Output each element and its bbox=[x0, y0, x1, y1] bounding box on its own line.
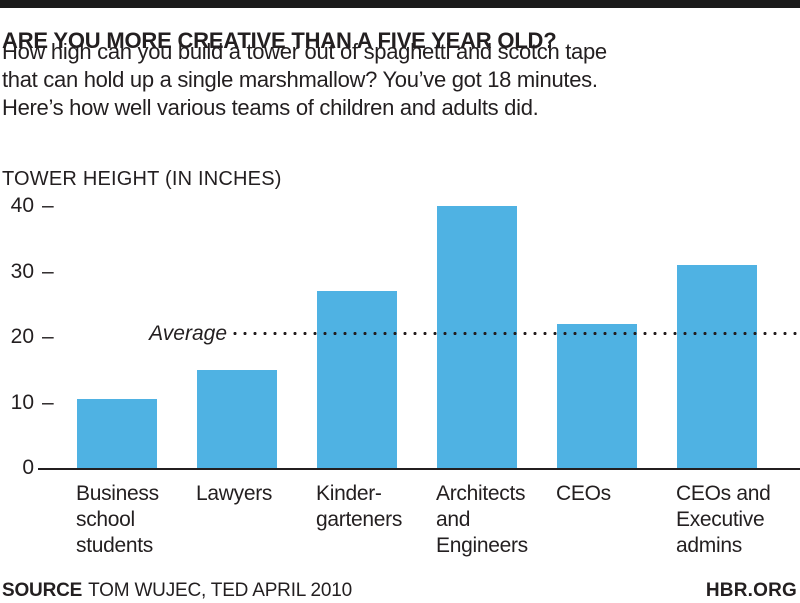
y-tick-0: 0– bbox=[0, 455, 54, 481]
chart-subtitle: How high can you build a tower out of sp… bbox=[2, 38, 607, 122]
x-label-line: students bbox=[76, 534, 153, 557]
source-text: TOM WUJEC, TED APRIL 2010 bbox=[88, 580, 352, 601]
x-label-line: admins bbox=[676, 534, 742, 557]
y-tick-mark: – bbox=[42, 391, 54, 414]
x-label: CEOs bbox=[556, 481, 672, 507]
x-label-line: CEOs bbox=[556, 482, 611, 505]
x-label: Business school students bbox=[76, 481, 192, 559]
x-label-line: garteners bbox=[316, 508, 403, 531]
y-tick-mark: – bbox=[42, 194, 54, 217]
y-tick-label: 40 bbox=[10, 194, 34, 217]
subtitle-line: Here’s how well various teams of childre… bbox=[2, 95, 539, 120]
y-tick-mark: – bbox=[42, 260, 54, 283]
y-tick-mark: – bbox=[42, 325, 54, 348]
y-tick-label: 20 bbox=[10, 325, 34, 348]
y-tick-10: 10– bbox=[0, 390, 54, 416]
x-label-line: Architects bbox=[436, 482, 526, 505]
x-axis-line bbox=[38, 468, 800, 470]
bar-5 bbox=[677, 265, 757, 468]
bar-2 bbox=[317, 291, 397, 468]
x-label-line: Lawyers bbox=[196, 482, 273, 505]
x-label: Lawyers bbox=[196, 481, 312, 507]
bar-3 bbox=[437, 206, 517, 468]
x-label-line: Executive bbox=[676, 508, 765, 531]
x-label-line: CEOs and bbox=[676, 482, 771, 505]
y-tick-label: 0 bbox=[22, 456, 34, 479]
x-label-line: school bbox=[76, 508, 135, 531]
source-credit: SOURCE TOM WUJEC, TED APRIL 2010 bbox=[2, 580, 352, 602]
x-label: Architects and Engineers bbox=[436, 481, 552, 559]
y-tick-label: 30 bbox=[10, 260, 34, 283]
x-label-line: Business bbox=[76, 482, 159, 505]
bar-1 bbox=[197, 370, 277, 468]
x-label-line: Engineers bbox=[436, 534, 528, 557]
page-title: ARE YOU MORE CREATIVE THAN A FIVE YEAR O… bbox=[2, 27, 557, 53]
x-label-line: and bbox=[436, 508, 471, 531]
y-tick-20: 20– bbox=[0, 324, 54, 350]
y-tick-label: 10 bbox=[10, 391, 34, 414]
y-tick-30: 30– bbox=[0, 259, 54, 285]
x-label: CEOs and Executive admins bbox=[676, 481, 792, 559]
average-label: Average bbox=[149, 322, 227, 345]
bar-0 bbox=[77, 399, 157, 468]
source-label: SOURCE bbox=[2, 580, 83, 601]
x-label: Kinder-garteners bbox=[316, 481, 432, 533]
bar-4 bbox=[557, 324, 637, 468]
site-link[interactable]: HBR.ORG bbox=[705, 580, 797, 601]
average-line bbox=[233, 332, 800, 335]
top-accent-bar bbox=[0, 0, 800, 8]
subtitle-line: that can hold up a single marshmallow? Y… bbox=[2, 67, 598, 92]
y-tick-40: 40– bbox=[0, 193, 54, 219]
y-axis-title: TOWER HEIGHT (IN INCHES) bbox=[2, 168, 282, 190]
subtitle-line: How high can you build a tower out of sp… bbox=[2, 39, 607, 64]
x-label-line: Kinder- bbox=[316, 482, 382, 505]
